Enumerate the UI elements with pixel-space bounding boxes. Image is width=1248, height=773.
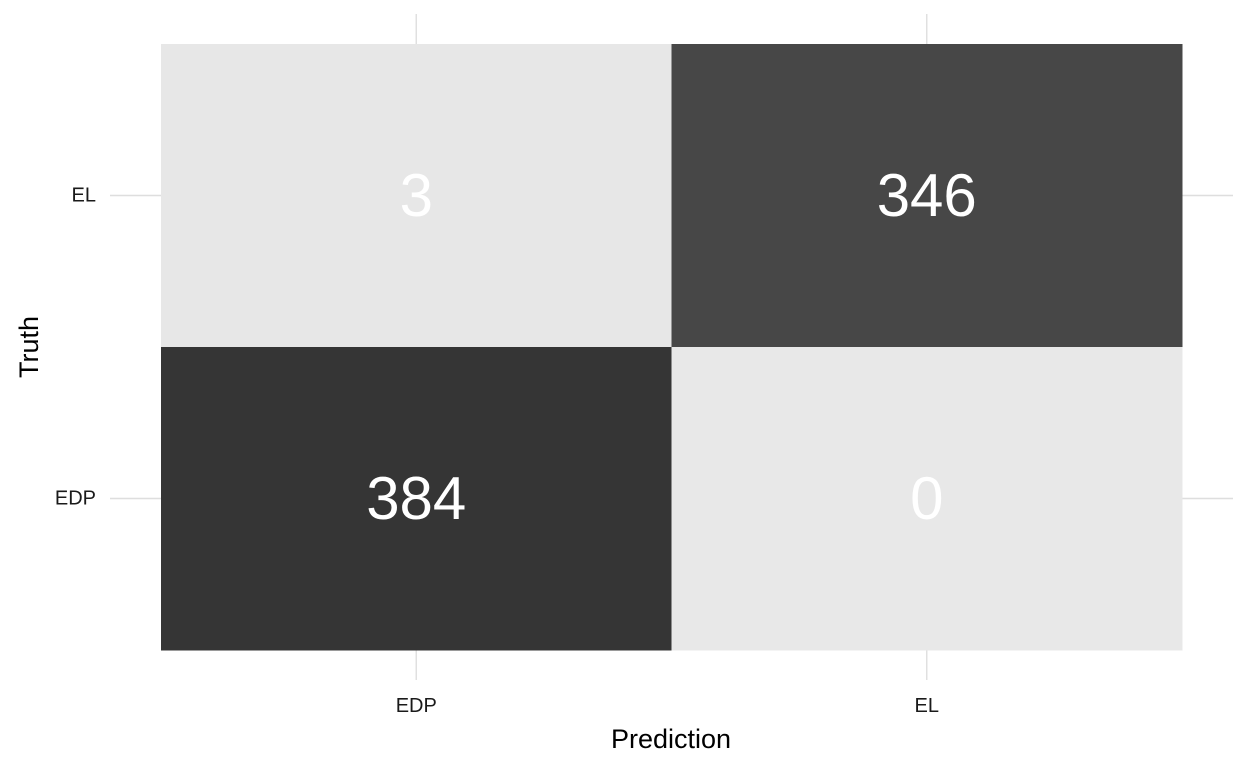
cell-layer	[161, 44, 1183, 651]
x-tick-label-edp: EDP	[396, 695, 437, 717]
cell-value-truth-edp-pred-el: 0	[910, 465, 943, 532]
cell-value-truth-edp-pred-edp: 384	[366, 465, 466, 532]
heatmap-cell-truth-el-pred-edp	[161, 44, 672, 348]
cell-value-truth-el-pred-el: 346	[877, 162, 977, 229]
heatmap-cell-truth-edp-pred-edp	[161, 347, 672, 651]
tick-layer: EDP EL EDP EL	[55, 185, 939, 718]
heatmap-cell-truth-edp-pred-el	[671, 347, 1183, 651]
y-tick-label-el: EL	[72, 185, 96, 207]
y-axis-title: Truth	[14, 316, 44, 378]
cell-value-truth-el-pred-edp: 3	[400, 162, 433, 229]
x-axis-title: Prediction	[611, 724, 731, 754]
x-tick-label-el: EL	[915, 695, 939, 717]
heatmap-cell-truth-el-pred-el	[671, 44, 1183, 348]
cell-label-layer: 3 346 384 0	[366, 162, 977, 532]
y-tick-label-edp: EDP	[55, 488, 96, 510]
